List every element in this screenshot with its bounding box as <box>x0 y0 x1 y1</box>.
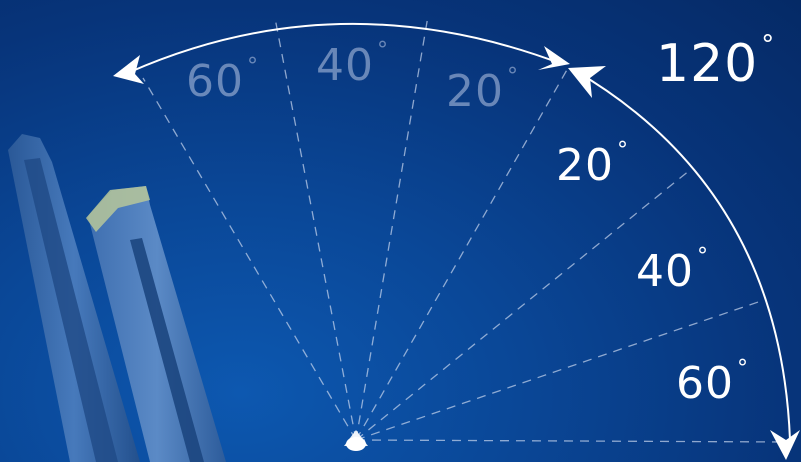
total-angle-label: 120 ° <box>656 30 776 94</box>
arrow-bottom-icon <box>770 430 800 460</box>
left-articulation-arc <box>129 23 563 73</box>
guide-line-right-20 <box>355 169 691 441</box>
right-articulation-arc <box>573 69 791 441</box>
angle-label-left-40: 40 ° <box>316 38 389 91</box>
angle-label-left-60: 60 ° <box>186 54 259 107</box>
arrow-top-icon <box>538 46 570 70</box>
stapler-jaw-cartridge-pattern <box>24 158 118 462</box>
guide-line-right-40 <box>355 299 765 441</box>
angle-guide-lines <box>142 15 791 443</box>
guide-line-zero <box>355 67 569 441</box>
guide-line-left-20 <box>355 15 429 441</box>
angle-label-right-60: 60 ° <box>676 356 749 409</box>
guide-line-left-60 <box>142 77 357 441</box>
arrow-left-icon <box>113 55 144 84</box>
stapler-instrument <box>8 134 226 462</box>
pivot-point <box>344 430 368 451</box>
stapler-jaw-tip <box>86 186 150 232</box>
stapler-jaw-channel <box>130 238 204 462</box>
arrow-top-right-icon <box>568 66 606 98</box>
guide-line-right-60 <box>355 439 791 443</box>
guide-line-left-40 <box>274 17 357 441</box>
angle-label-left-20: 20 ° <box>446 64 519 117</box>
angle-label-right-20: 20 ° <box>556 138 629 191</box>
angle-label-right-40: 40 ° <box>636 244 709 297</box>
